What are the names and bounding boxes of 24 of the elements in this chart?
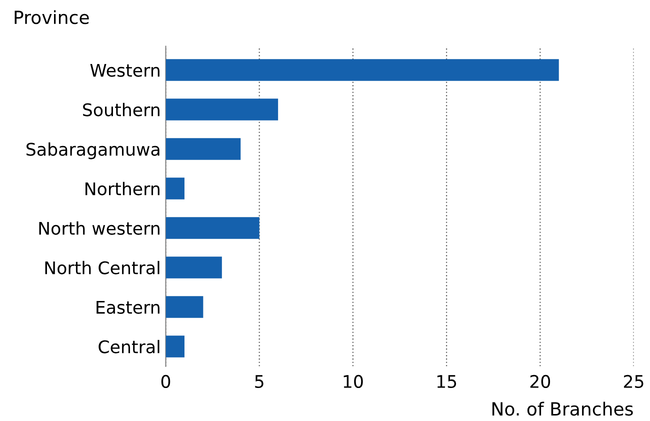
y-axis-title: Province <box>14 10 89 24</box>
x-axis-title: No. of Branches <box>492 402 633 416</box>
y-tick-label: Southern <box>83 102 160 116</box>
bar <box>166 217 260 239</box>
y-tick-label: Sabaragamuwa <box>26 142 160 160</box>
y-tick-label: North Central <box>45 260 160 274</box>
bar <box>166 98 278 120</box>
y-tick-label: North western <box>39 221 160 235</box>
y-tick-label: Western <box>90 64 160 77</box>
y-tick-label: Eastern <box>96 300 160 314</box>
bar <box>166 336 184 358</box>
x-tick-label: 5 <box>255 375 264 388</box>
bar <box>166 138 241 160</box>
bar <box>166 59 559 81</box>
x-tick-label: 0 <box>161 374 170 388</box>
bar <box>166 256 222 278</box>
x-tick-label: 25 <box>624 374 644 388</box>
bar <box>166 178 184 200</box>
bar <box>166 296 204 318</box>
x-tick-label: 10 <box>344 374 363 388</box>
y-tick-label: Northern <box>86 182 160 196</box>
x-tick-label: 15 <box>437 375 456 388</box>
x-tick-label: 20 <box>530 374 550 388</box>
y-tick-label: Central <box>98 340 160 354</box>
